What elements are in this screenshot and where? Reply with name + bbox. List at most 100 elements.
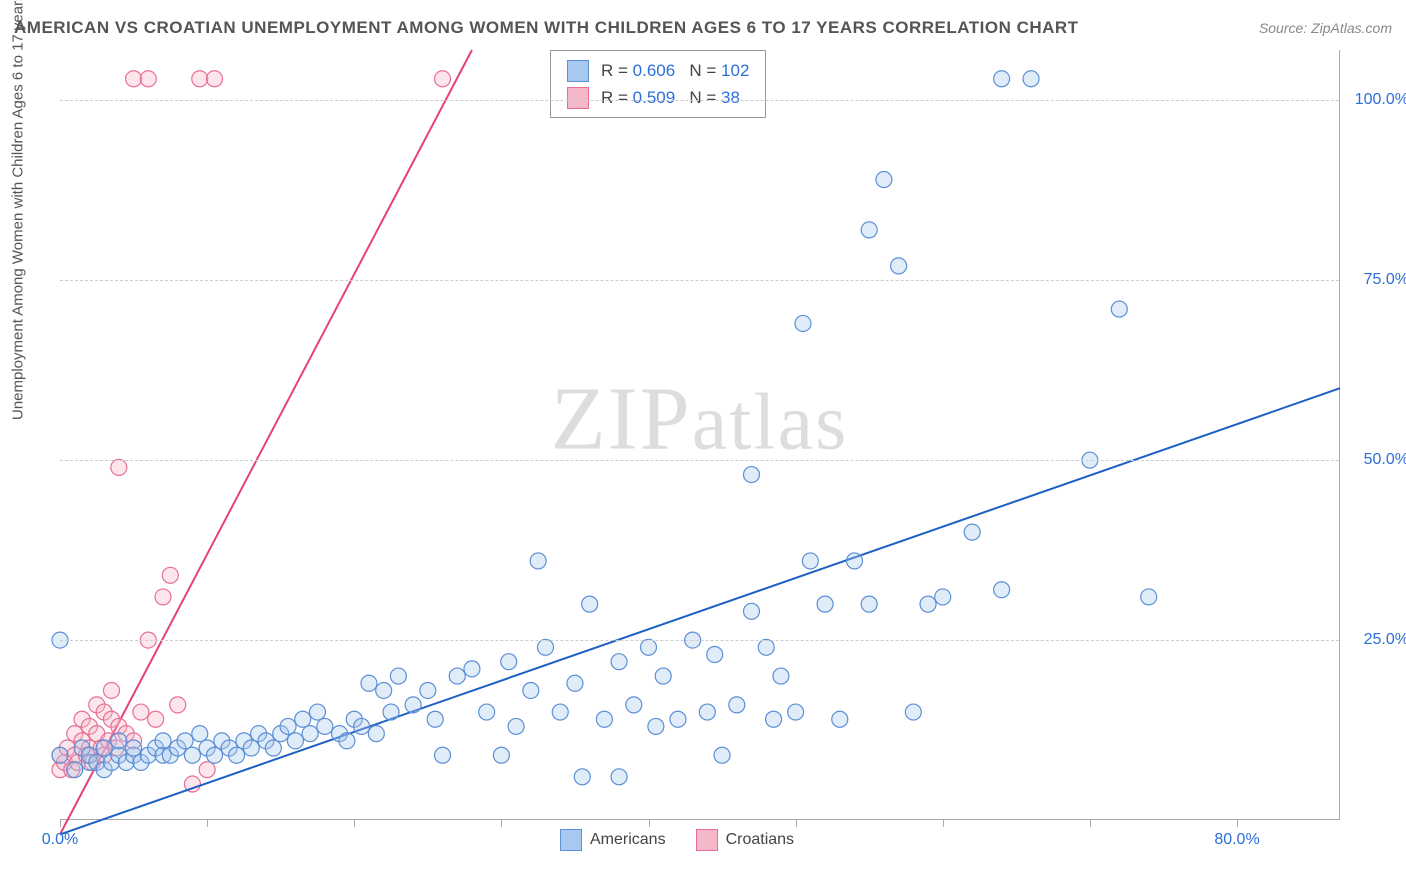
croatians-point [162, 567, 178, 583]
americans-point [574, 769, 590, 785]
y-tick-label: 100.0% [1349, 91, 1406, 109]
americans-point [405, 697, 421, 713]
legend-swatch [567, 60, 589, 82]
americans-point [766, 711, 782, 727]
americans-point [795, 315, 811, 331]
americans-point [265, 740, 281, 756]
americans-point [817, 596, 833, 612]
americans-point [920, 596, 936, 612]
americans-point [383, 704, 399, 720]
americans-point [773, 668, 789, 684]
y-tick-label: 75.0% [1349, 271, 1406, 289]
americans-point [287, 733, 303, 749]
x-tick [1237, 819, 1238, 827]
americans-point [994, 71, 1010, 87]
americans-point [655, 668, 671, 684]
chart-svg [60, 50, 1339, 819]
americans-point [493, 747, 509, 763]
americans-point [670, 711, 686, 727]
americans-point [464, 661, 480, 677]
americans-point [530, 553, 546, 569]
y-axis-label: Unemployment Among Women with Children A… [10, 0, 27, 420]
americans-point [611, 769, 627, 785]
x-tick [354, 819, 355, 827]
americans-point [641, 639, 657, 655]
americans-point [802, 553, 818, 569]
americans-point [501, 654, 517, 670]
americans-point [743, 603, 759, 619]
americans-point [177, 733, 193, 749]
americans-point [435, 747, 451, 763]
legend-swatch [696, 829, 718, 851]
americans-point [390, 668, 406, 684]
americans-point [743, 467, 759, 483]
americans-point [1141, 589, 1157, 605]
croatians-point [103, 682, 119, 698]
croatians-point [126, 71, 142, 87]
americans-point [699, 704, 715, 720]
americans-point [523, 682, 539, 698]
americans-point [1111, 301, 1127, 317]
americans-point [52, 747, 68, 763]
series-legend-item: Americans [560, 829, 666, 851]
americans-point [280, 718, 296, 734]
americans-point [295, 711, 311, 727]
chart-title: AMERICAN VS CROATIAN UNEMPLOYMENT AMONG … [14, 18, 1079, 38]
americans-point [861, 222, 877, 238]
americans-point [354, 718, 370, 734]
legend-swatch [560, 829, 582, 851]
croatians-point [148, 711, 164, 727]
americans-point [479, 704, 495, 720]
croatians-point [155, 589, 171, 605]
americans-point [206, 747, 222, 763]
x-tick [60, 819, 61, 827]
americans-point [317, 718, 333, 734]
stat-legend-text: R = 0.606 N = 102 [601, 57, 749, 84]
x-tick [943, 819, 944, 827]
americans-point [67, 762, 83, 778]
americans-point [935, 589, 951, 605]
plot-area: ZIPatlas R = 0.606 N = 102R = 0.509 N = … [60, 50, 1340, 820]
americans-point [309, 704, 325, 720]
americans-point [155, 733, 171, 749]
americans-point [111, 733, 127, 749]
stat-legend-row: R = 0.509 N = 38 [567, 84, 749, 111]
americans-point [243, 740, 259, 756]
americans-point [420, 682, 436, 698]
y-tick-label: 25.0% [1349, 631, 1406, 649]
americans-point [1023, 71, 1039, 87]
americans-point [449, 668, 465, 684]
gridline [60, 640, 1339, 641]
americans-point [192, 726, 208, 742]
croatians-trendline [60, 50, 472, 834]
americans-point [788, 704, 804, 720]
stat-legend-text: R = 0.509 N = 38 [601, 84, 740, 111]
croatians-point [199, 762, 215, 778]
y-tick-label: 50.0% [1349, 451, 1406, 469]
gridline [60, 100, 1339, 101]
americans-point [302, 726, 318, 742]
americans-point [552, 704, 568, 720]
series-legend-label: Americans [590, 831, 666, 849]
americans-point [368, 726, 384, 742]
series-legend-item: Croatians [696, 829, 794, 851]
x-tick [207, 819, 208, 827]
stat-legend: R = 0.606 N = 102R = 0.509 N = 38 [550, 50, 766, 118]
americans-point [508, 718, 524, 734]
americans-point [427, 711, 443, 727]
americans-point [96, 740, 112, 756]
gridline [60, 460, 1339, 461]
legend-swatch [567, 87, 589, 109]
series-legend-label: Croatians [726, 831, 794, 849]
americans-point [891, 258, 907, 274]
americans-point [861, 596, 877, 612]
croatians-point [192, 71, 208, 87]
croatians-point [140, 71, 156, 87]
croatians-point [435, 71, 451, 87]
source-label: Source: ZipAtlas.com [1259, 20, 1392, 36]
croatians-point [170, 697, 186, 713]
americans-point [538, 639, 554, 655]
x-tick-label: 80.0% [1214, 831, 1259, 849]
americans-point [582, 596, 598, 612]
americans-point [376, 682, 392, 698]
